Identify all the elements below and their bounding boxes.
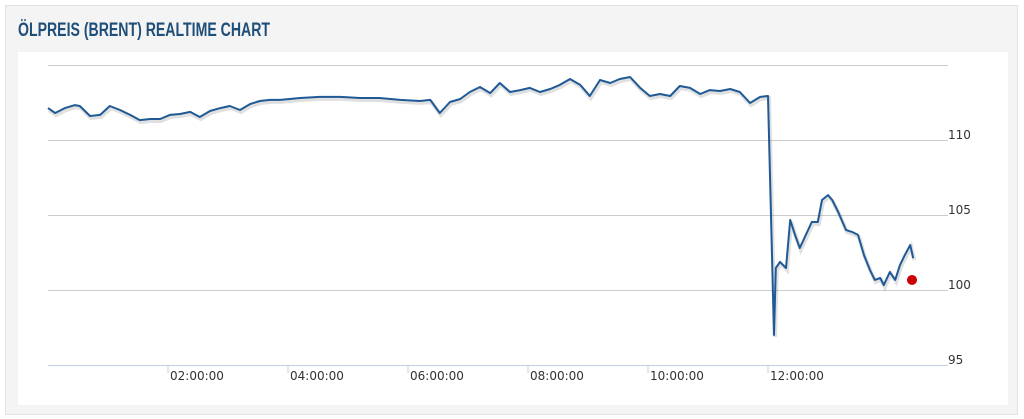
line (47, 76, 915, 336)
y-tick-label: 105 (948, 203, 971, 217)
x-tick-label: 02:00:00 (170, 369, 224, 383)
plot-panel (18, 52, 1008, 405)
y-tick-label: 110 (948, 128, 971, 142)
x-tick-label: 08:00:00 (530, 369, 584, 383)
y-tick-label: 95 (948, 353, 963, 367)
current-point (907, 274, 917, 285)
chart-title: ÖLPREIS (BRENT) REALTIME CHART (18, 20, 270, 41)
x-tick-label: 06:00:00 (410, 369, 464, 383)
x-tick-label: 10:00:00 (650, 369, 704, 383)
x-tick-label: 12:00:00 (770, 369, 824, 383)
x-tick-label: 04:00:00 (290, 369, 344, 383)
y-tick-label: 100 (948, 278, 971, 292)
